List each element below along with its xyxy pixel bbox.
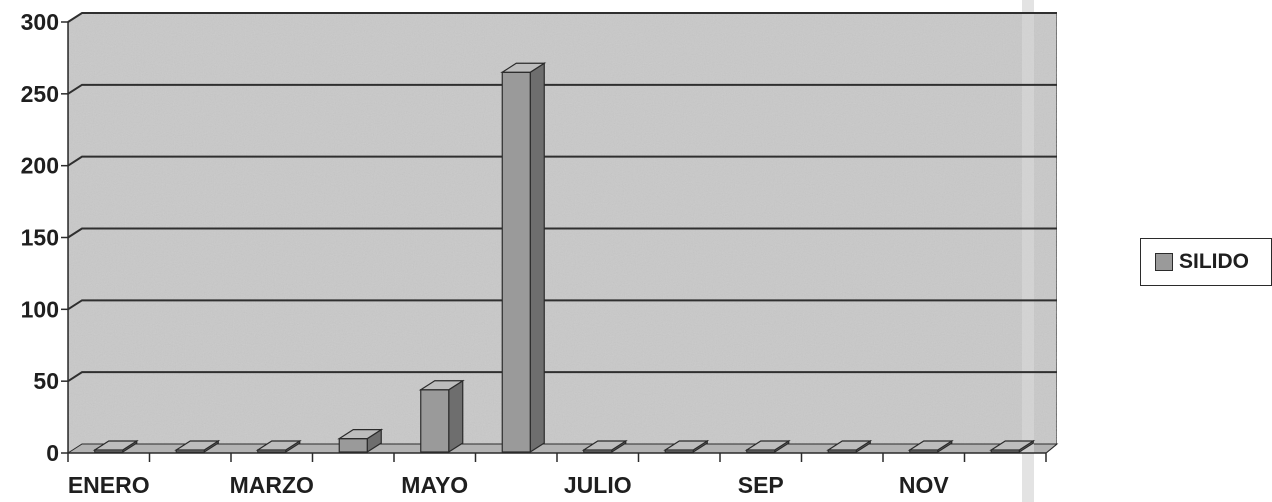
x-tick-label: SEP	[738, 472, 784, 498]
bar	[255, 439, 302, 454]
bar-top	[337, 429, 384, 440]
tick-labels: 0 50 100 150 200 250 300 ENERO MARZO MAYO JULIO SEP…	[21, 9, 950, 498]
bar	[663, 439, 710, 454]
y-tick-label: 150	[21, 225, 59, 251]
scan-shadow	[1022, 0, 1034, 502]
bar	[744, 439, 791, 454]
bar-top	[500, 62, 547, 73]
gridlines	[67, 12, 1057, 383]
bar	[337, 428, 384, 454]
bar	[581, 439, 628, 454]
bar-front	[501, 71, 531, 453]
legend-swatch	[1155, 253, 1173, 271]
bar	[989, 439, 1036, 454]
x-tick-label: JULIO	[564, 472, 632, 498]
bar	[500, 62, 547, 454]
bar-top	[744, 440, 791, 451]
bar-top	[92, 440, 139, 451]
bar	[92, 439, 139, 454]
bar	[826, 439, 873, 454]
gridline	[67, 83, 1057, 95]
gridline	[67, 299, 1057, 311]
x-tick-label: ENERO	[68, 472, 150, 498]
bar	[907, 439, 954, 454]
x-tick-label: MARZO	[230, 472, 314, 498]
bar-top	[663, 440, 710, 451]
gridline	[67, 155, 1057, 167]
bar-top	[826, 440, 873, 451]
legend: SILIDO	[1140, 238, 1272, 286]
y-tick-label: 250	[21, 81, 59, 107]
bars	[92, 62, 1036, 454]
bar-top	[418, 380, 465, 391]
plot-floor	[66, 443, 1059, 454]
y-tick-label: 0	[46, 440, 59, 466]
bar-top	[581, 440, 628, 451]
gridline	[67, 12, 1057, 23]
bar-top	[255, 440, 302, 451]
bar-top	[174, 440, 221, 451]
bar-top	[989, 440, 1036, 451]
axes	[61, 21, 1047, 462]
bar-side	[448, 379, 464, 454]
y-tick-label: 50	[33, 368, 59, 394]
plot-background	[67, 12, 1058, 454]
y-tick-label: 300	[21, 9, 59, 35]
gridline	[67, 227, 1057, 239]
plot-area	[66, 0, 1059, 502]
bar	[174, 439, 221, 454]
y-tick-label: 200	[21, 153, 59, 179]
bar-side	[529, 62, 545, 454]
bar-top	[907, 440, 954, 451]
gridline	[67, 371, 1057, 383]
bar	[418, 379, 465, 454]
x-tick-label: MAYO	[401, 472, 468, 498]
y-tick-label: 100	[21, 296, 59, 322]
x-tick-label: NOV	[899, 472, 950, 498]
bar-front	[420, 389, 450, 453]
legend-label: SILIDO	[1179, 250, 1250, 273]
bar-front	[338, 438, 368, 453]
